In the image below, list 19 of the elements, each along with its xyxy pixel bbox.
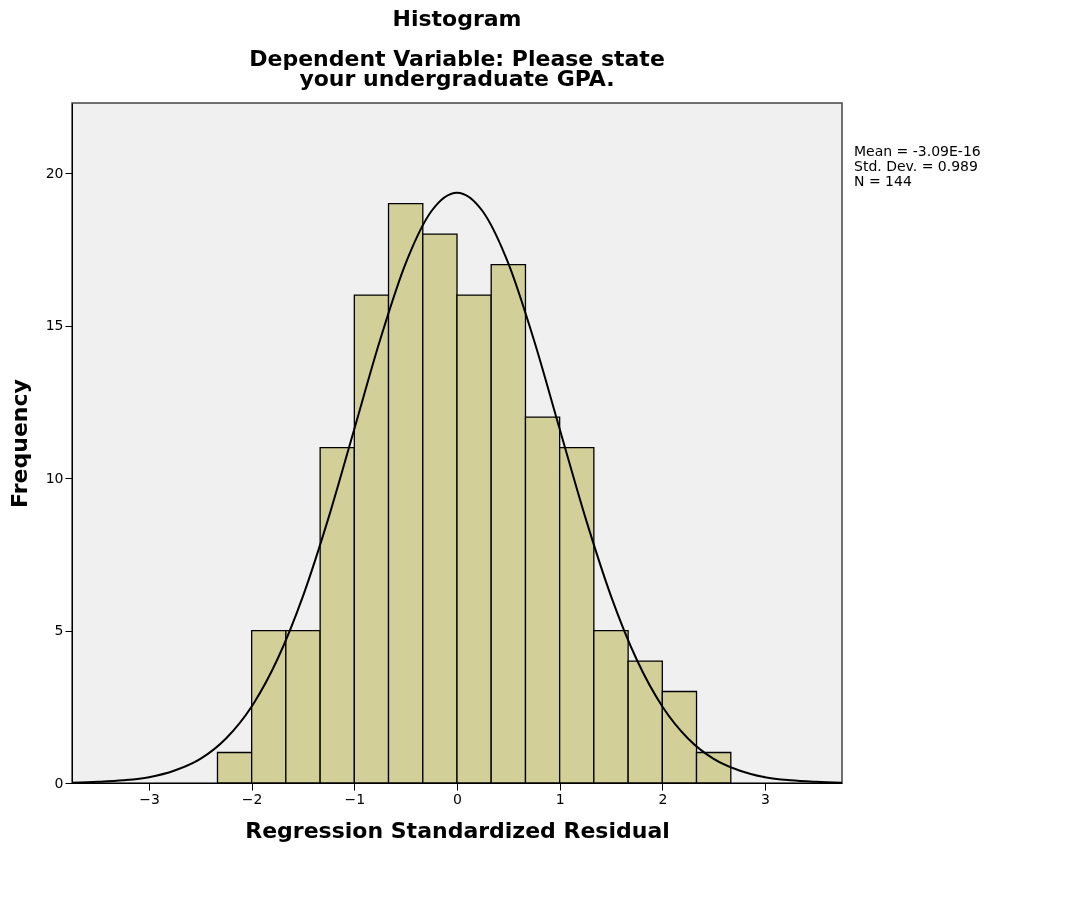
y-tick-label: 20 (45, 164, 64, 181)
text: Std. Dev. = 0.989 (854, 158, 978, 174)
y-tick-label: 5 (54, 622, 64, 639)
y-axis-title: Frequency (6, 379, 32, 508)
x-tick-label: −2 (241, 790, 263, 807)
chart-subtitle: Dependent Variable: Please state your undergraduate GPA. (249, 46, 665, 91)
y-tick-label: 0 (54, 774, 64, 791)
x-tick-label: 2 (658, 790, 668, 807)
chart-title: Histogram (392, 6, 522, 31)
x-tick-label: −1 (344, 790, 366, 807)
y-tick-label: 15 (45, 317, 64, 334)
x-axis-title: Regression Standardized Residual (245, 817, 670, 843)
y-tick-label: 10 (45, 469, 64, 486)
x-tick-label: 1 (555, 790, 565, 807)
x-tick-label: 3 (761, 790, 770, 807)
text: N = 144 (854, 173, 912, 189)
x-tick-label: 0 (453, 790, 462, 807)
text: Mean = -3.09E-16 (854, 143, 981, 159)
x-tick-label: −3 (139, 790, 160, 807)
